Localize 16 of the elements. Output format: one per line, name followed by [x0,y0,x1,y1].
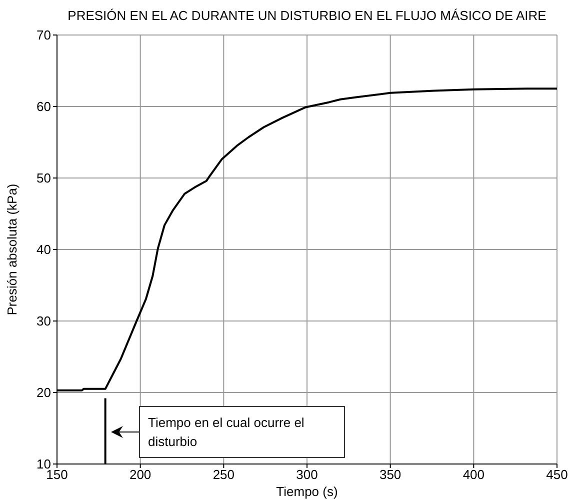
y-axis-title: Presión absoluta (kPa) [4,184,20,316]
y-tick-label: 70 [36,28,51,43]
chart-title: PRESIÓN EN EL AC DURANTE UN DISTURBIO EN EL FLUJO MÁSICO DE AIRE [66,8,548,23]
x-tick-label: 450 [546,467,568,482]
x-tick-label: 300 [296,467,318,482]
callout-box: Tiempo en el cual ocurre el disturbio [139,406,345,458]
x-tick-label: 400 [462,467,485,482]
x-tick-label: 350 [379,467,402,482]
y-tick-label: 50 [36,170,51,186]
y-tick-label: 40 [36,242,51,258]
y-tick-label: 20 [36,385,51,400]
x-axis-title: Tiempo (s) [276,484,338,499]
y-tick-label: 30 [36,314,51,329]
y-tick-label: 60 [36,99,51,114]
x-tick-label: 200 [129,467,152,482]
x-tick-label: 250 [212,467,235,482]
